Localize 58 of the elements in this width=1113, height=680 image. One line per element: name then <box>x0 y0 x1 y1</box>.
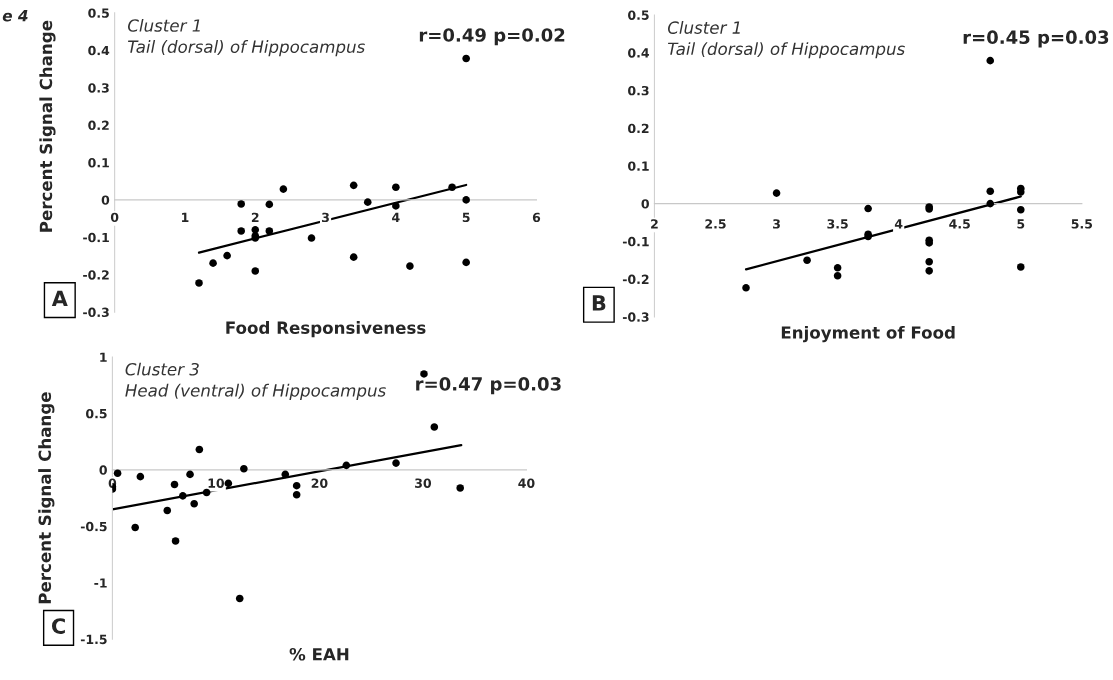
y-tick-label: 0.2 <box>628 123 649 134</box>
y-tick-label: 0 <box>641 199 649 209</box>
x-tick-label: 2.5 <box>705 219 726 229</box>
x-tick-label: 3 <box>322 212 329 223</box>
x-tick-label: 0 <box>110 212 119 223</box>
x-tick-label: 4 <box>392 212 400 222</box>
y-tick-label: -0.1 <box>622 236 649 247</box>
x-tick-label: 5 <box>462 212 470 223</box>
annotation: r=0.47 p=0.03 <box>416 377 561 395</box>
y-tick-label: -0.3 <box>622 312 649 322</box>
y-tick-label: 0.4 <box>628 48 650 58</box>
y-tick-label: 0.3 <box>628 85 649 96</box>
y-axis-title: Percent Signal Change <box>39 20 56 232</box>
y-tick-label: 0.3 <box>88 83 109 93</box>
y-tick-label: -0.2 <box>622 274 649 285</box>
y-tick-label: 0.5 <box>86 408 107 419</box>
text: A <box>51 290 68 306</box>
y-tick-label: -0.5 <box>80 521 107 532</box>
x-tick-label: 30 <box>415 478 432 488</box>
x-tick-label: 3 <box>773 219 780 229</box>
x-tick-label: 2 <box>651 219 658 229</box>
x-tick-label: 5.5 <box>1071 219 1093 229</box>
annotation: Cluster 1 Tail (dorsal) of Hippocampus <box>667 21 905 59</box>
x-tick-label: 40 <box>518 478 535 488</box>
annotation: Cluster 1 Tail (dorsal) of Hippocampus <box>127 18 365 57</box>
y-tick-label: -0.3 <box>83 307 109 318</box>
x-tick-label: 5 <box>1017 219 1025 229</box>
x-axis-title: Enjoyment of Food <box>781 325 955 343</box>
x-tick-label: 6 <box>532 212 541 223</box>
x-axis-title: Food Responsiveness <box>226 321 426 338</box>
text: e 4 <box>2 10 28 22</box>
y-tick-label: 1 <box>100 352 107 362</box>
y-tick-label: 0.1 <box>88 157 109 168</box>
annotation: Cluster 3 Head (ventral) of Hippocampus <box>125 362 386 400</box>
y-tick-label: 0.5 <box>628 10 649 20</box>
text: B <box>592 295 606 311</box>
x-tick-label: 4.5 <box>949 219 970 229</box>
y-tick-label: -1 <box>94 578 107 588</box>
x-tick-label: 3.5 <box>827 219 848 229</box>
annotation: r=0.45 p=0.03 <box>963 30 1109 48</box>
y-tick-label: 0.1 <box>628 161 649 171</box>
x-tick-label: 10 <box>208 478 225 488</box>
y-tick-label: -0.2 <box>83 270 109 280</box>
x-axis-title: % EAH <box>289 647 349 661</box>
y-tick-label: -0.1 <box>83 232 109 243</box>
y-tick-label: 0.5 <box>88 8 109 18</box>
y-axis-title: Percent Signal Change <box>38 392 55 604</box>
x-tick-label: 20 <box>311 478 328 488</box>
y-tick-label: -1.5 <box>80 634 107 645</box>
x-tick-label: 2 <box>251 212 259 222</box>
y-tick-label: 0 <box>101 195 110 205</box>
y-tick-label: 0.2 <box>88 120 109 131</box>
y-tick-label: 0 <box>99 465 107 475</box>
x-tick-label: 4 <box>894 219 903 229</box>
x-tick-label: 1 <box>182 212 189 222</box>
annotation: r=0.49 p=0.02 <box>419 28 565 46</box>
y-tick-label: 0.4 <box>88 45 110 56</box>
text: C <box>51 618 65 634</box>
